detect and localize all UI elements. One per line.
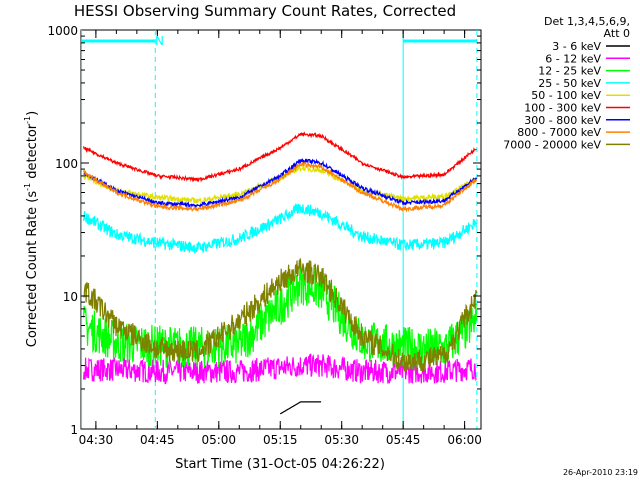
legend-title-1: Det 1,3,4,5,6,9, xyxy=(544,15,630,28)
x-axis-label: Start Time (31-Oct-05 04:26:22) xyxy=(175,457,385,472)
series-line xyxy=(83,258,477,373)
series-line xyxy=(83,131,477,183)
legend-label: 100 - 300 keV xyxy=(524,102,601,115)
y-axis-label-main: Corrected Count Rate (s xyxy=(25,191,40,348)
legend-label: 800 - 7000 keV xyxy=(517,126,601,139)
x-ticks: 04:30 04:45 05:00 05:15 05:30 05:45 06:00 xyxy=(79,30,482,447)
legend-label: 6 - 12 keV xyxy=(545,52,601,65)
y-axis-label-mid: detector xyxy=(25,123,40,183)
y-tick-label: 1000 xyxy=(47,24,78,38)
series-line xyxy=(83,202,477,254)
legend-label: 7000 - 20000 keV xyxy=(503,138,601,151)
x-tick-label: 06:00 xyxy=(447,433,482,447)
x-tick-label: 05:15 xyxy=(263,433,298,447)
plot-frame xyxy=(80,29,482,430)
y-axis-label-sup1: -1 xyxy=(23,183,32,191)
night-marker-label: N xyxy=(155,34,164,48)
y-tick-label: 10 xyxy=(63,290,78,304)
footer-timestamp: 26-Apr-2010 23:19 xyxy=(563,468,638,477)
y-tick-label: 100 xyxy=(55,157,78,171)
chart-title: HESSI Observing Summary Count Rates, Cor… xyxy=(74,2,456,20)
x-tick-label: 05:30 xyxy=(324,433,359,447)
y-ticks: 1 10 100 1000 xyxy=(47,24,481,437)
legend-label: 3 - 6 keV xyxy=(552,40,601,53)
x-tick-label: 05:45 xyxy=(386,433,421,447)
series-line xyxy=(279,401,322,415)
legend-label: 25 - 50 keV xyxy=(538,77,601,90)
y-axis-label: Corrected Count Rate (s-1 detector-1) xyxy=(23,111,40,347)
legend-label: 300 - 800 keV xyxy=(524,114,601,127)
legend-label: 50 - 100 keV xyxy=(531,89,601,102)
x-tick-label: 05:00 xyxy=(201,433,236,447)
legend-title-2: Att 0 xyxy=(604,27,630,40)
x-tick-label: 04:30 xyxy=(79,433,114,447)
legend-label: 12 - 25 keV xyxy=(538,65,601,78)
y-axis-label-sup2: -1 xyxy=(23,116,32,124)
series-line xyxy=(83,158,477,210)
y-axis-label-end: ) xyxy=(25,111,40,116)
series-group xyxy=(83,131,477,415)
y-tick-label: 1 xyxy=(70,423,78,437)
x-tick-label: 04:45 xyxy=(140,433,175,447)
series-line xyxy=(83,161,477,213)
